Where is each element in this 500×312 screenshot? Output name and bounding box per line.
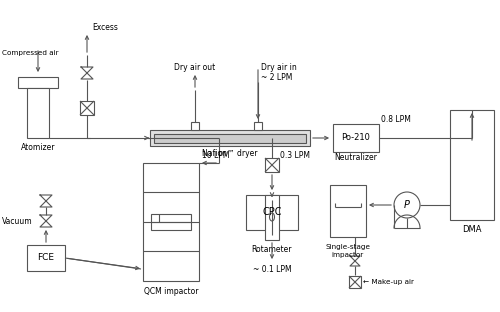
Text: 0.8 LPM: 0.8 LPM [381, 115, 411, 124]
Text: 0.3 LPM: 0.3 LPM [280, 152, 310, 160]
Text: 10 LPM: 10 LPM [202, 150, 230, 159]
Text: impactor: impactor [332, 252, 364, 258]
Text: DMA: DMA [462, 226, 482, 235]
Bar [154, 134, 306, 143]
Bar [150, 130, 310, 146]
Bar [450, 110, 494, 220]
Text: Compressed air: Compressed air [2, 50, 58, 56]
Bar [246, 195, 298, 230]
Bar [27, 245, 65, 271]
Text: QCM impactor: QCM impactor [144, 286, 198, 295]
Text: Dry air out: Dry air out [174, 62, 216, 71]
Text: Po-210: Po-210 [342, 134, 370, 143]
Bar [333, 124, 379, 152]
Text: CPC: CPC [262, 207, 282, 217]
Text: Dry air in: Dry air in [261, 62, 297, 71]
Text: ~ 0.1 LPM: ~ 0.1 LPM [252, 266, 292, 275]
Text: Neutralizer: Neutralizer [334, 154, 378, 163]
Bar [265, 158, 279, 172]
Text: P: P [404, 200, 410, 210]
Text: Rotameter: Rotameter [252, 246, 292, 255]
Bar [191, 122, 199, 130]
Text: Vacuum: Vacuum [2, 217, 32, 226]
Bar [349, 276, 361, 288]
Bar [27, 88, 49, 138]
Text: Excess: Excess [92, 22, 118, 32]
Text: FCE: FCE [38, 253, 54, 262]
Bar [151, 214, 191, 230]
Text: Single-stage: Single-stage [326, 244, 370, 250]
Bar [18, 77, 58, 88]
Bar [265, 195, 279, 240]
Bar [143, 163, 199, 281]
Text: ← Make-up air: ← Make-up air [363, 279, 414, 285]
Text: Nafion™ dryer: Nafion™ dryer [202, 149, 258, 158]
Bar [80, 101, 94, 115]
Bar [330, 185, 366, 237]
Text: Atomizer: Atomizer [21, 144, 55, 153]
Bar [254, 122, 262, 130]
Text: ~ 2 LPM: ~ 2 LPM [261, 72, 292, 81]
